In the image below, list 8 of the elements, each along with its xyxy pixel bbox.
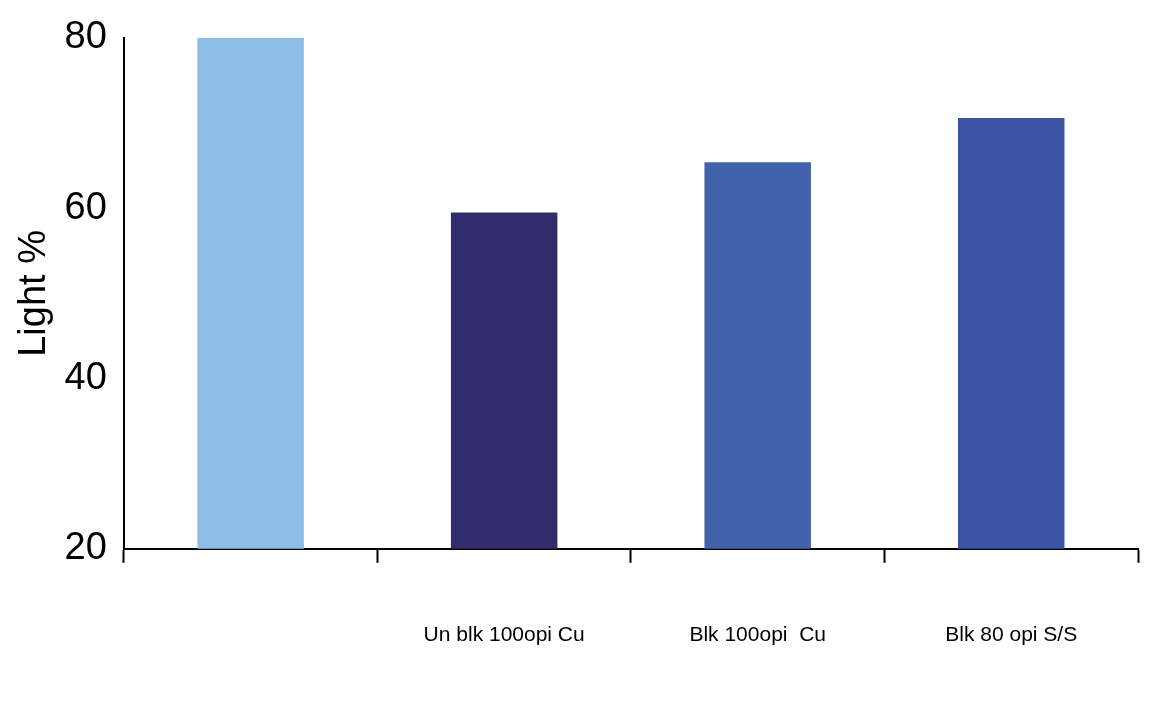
- y-tick-label: 80: [64, 14, 107, 57]
- x-tick-label: Blk 100opi Cu: [689, 622, 826, 646]
- y-tick-label: 40: [64, 355, 107, 398]
- y-tick-label: 20: [64, 525, 107, 568]
- x-tick-label: Blk 80 opi S/S: [945, 622, 1078, 646]
- x-tick-label: Un blk 100opi Cu: [423, 622, 585, 646]
- y-axis-title: Light %: [11, 230, 54, 357]
- y-tick-label: 60: [64, 184, 107, 227]
